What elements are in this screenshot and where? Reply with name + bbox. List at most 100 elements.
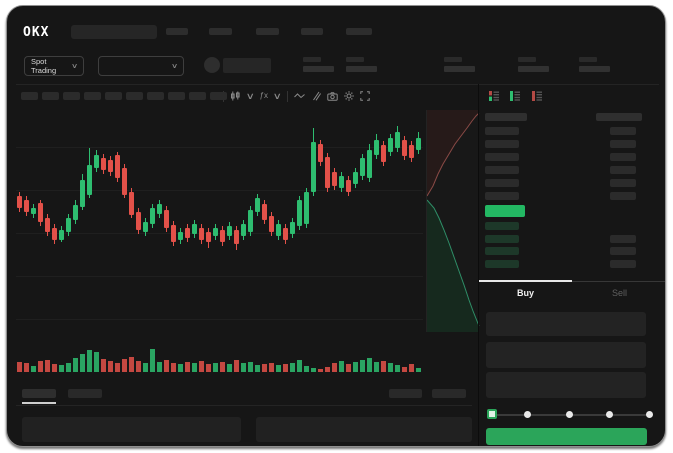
stat-label-skeleton (518, 57, 536, 62)
ticker-stat-skeleton (444, 57, 476, 72)
volume-bar (108, 361, 113, 372)
timeframe-button-skeleton[interactable] (147, 92, 164, 100)
slider-stop-dot[interactable] (606, 411, 613, 418)
slider-stop-dot[interactable] (524, 411, 531, 418)
volume-bar (402, 367, 407, 372)
volume-bar (374, 362, 379, 372)
volume-bar (213, 363, 218, 372)
candle-body (108, 160, 113, 172)
volume-bar (255, 365, 260, 372)
candle-body (171, 225, 176, 242)
timeframe-button-skeleton[interactable] (21, 92, 38, 100)
chevron-down-icon[interactable]: ∨ (272, 91, 282, 101)
candle-body (318, 144, 323, 162)
ask-amount-skeleton (610, 140, 636, 148)
ask-amount-skeleton (610, 153, 636, 161)
stat-label-skeleton (444, 57, 462, 62)
timeframe-button-skeleton[interactable] (189, 92, 206, 100)
ask-price-skeleton[interactable] (485, 192, 519, 200)
chart-gridline (16, 319, 423, 320)
volume-bars (16, 336, 423, 372)
nav-item-skeleton[interactable] (346, 28, 372, 35)
slider-stop-dot[interactable] (566, 411, 573, 418)
timeframe-button-skeleton[interactable] (84, 92, 101, 100)
buy-submit-button[interactable] (486, 428, 647, 445)
volume-bar (395, 365, 400, 372)
nav-item-skeleton[interactable] (209, 28, 232, 35)
nav-item-skeleton[interactable] (301, 28, 323, 35)
slider-stop-dot[interactable] (646, 411, 653, 418)
camera-icon[interactable] (326, 91, 338, 101)
volume-bar (73, 358, 78, 372)
bottom-tab-1[interactable] (22, 389, 56, 398)
tab-sell[interactable]: Sell (611, 288, 627, 298)
stat-value-skeleton (346, 66, 377, 72)
candlestick-chart[interactable] (16, 112, 423, 332)
search-input[interactable] (71, 25, 157, 39)
line-chart-icon[interactable] (293, 92, 305, 100)
candle-body (192, 224, 197, 234)
candle-body (136, 212, 141, 230)
orderbook-view-combined-icon[interactable] (488, 90, 500, 102)
compare-icon[interactable] (311, 91, 321, 101)
candle-body (339, 176, 344, 188)
volume-bar (185, 362, 190, 372)
bid-price-skeleton[interactable] (485, 222, 519, 230)
volume-bar (101, 359, 106, 372)
tab-buy[interactable]: Buy (516, 288, 534, 298)
bid-price-skeleton[interactable] (485, 260, 519, 268)
timeframe-button-skeleton[interactable] (126, 92, 143, 100)
candle-body (87, 165, 92, 195)
slider-handle[interactable] (487, 409, 497, 419)
bottom-panel-button-1[interactable] (389, 389, 422, 398)
volume-bar (178, 364, 183, 372)
timeframe-button-skeleton[interactable] (42, 92, 59, 100)
volume-bar (206, 364, 211, 372)
indicators-icon[interactable]: ƒx (259, 91, 269, 100)
candle-body (374, 140, 379, 155)
bottom-panel-button-2[interactable] (432, 389, 466, 398)
volume-bar (17, 362, 22, 372)
candle-body (101, 158, 106, 170)
fullscreen-icon[interactable] (359, 91, 370, 101)
volume-bar (115, 363, 120, 372)
candle-body (31, 208, 36, 214)
chevron-down-icon[interactable]: ∨ (245, 91, 255, 101)
timeframe-button-skeleton[interactable] (168, 92, 185, 100)
ask-price-skeleton[interactable] (485, 127, 519, 135)
ask-price-skeleton[interactable] (485, 179, 519, 187)
orderbook-view-asks-icon[interactable] (531, 90, 543, 102)
candle-body (150, 208, 155, 224)
volume-bar (360, 360, 365, 372)
timeframe-button-skeleton[interactable] (63, 92, 80, 100)
nav-item-skeleton[interactable] (256, 28, 279, 35)
orderbook-view-bids-icon[interactable] (509, 90, 521, 102)
ask-price-skeleton[interactable] (485, 153, 519, 161)
bid-price-skeleton[interactable] (485, 247, 519, 255)
pair-selector-dropdown[interactable]: ∨ (98, 56, 184, 76)
timeframe-button-skeleton[interactable] (210, 92, 227, 100)
amount-input-skeleton[interactable] (486, 342, 646, 368)
volume-bar (227, 364, 232, 372)
ask-price-skeleton[interactable] (485, 166, 519, 174)
ask-price-skeleton[interactable] (485, 140, 519, 148)
chart-gridline (16, 276, 423, 277)
depth-asks-area (427, 110, 479, 196)
okx-logo[interactable]: OKX (23, 25, 50, 40)
market-type-dropdown[interactable]: Spot Trading ∨ (24, 56, 84, 76)
candle-body (332, 172, 337, 186)
settings-gear-icon[interactable] (343, 91, 354, 101)
volume-bar (262, 364, 267, 372)
timeframe-button-skeleton[interactable] (105, 92, 122, 100)
candle-type-icon[interactable] (230, 91, 241, 101)
bid-price-skeleton[interactable] (485, 235, 519, 243)
price-input-skeleton[interactable] (486, 312, 646, 336)
volume-bar (171, 363, 176, 372)
candle-body (164, 210, 169, 228)
nav-item-skeleton[interactable] (166, 28, 188, 35)
total-input-skeleton[interactable] (486, 372, 646, 398)
bottom-tab-2[interactable] (68, 389, 102, 398)
chart-gridline (16, 190, 423, 191)
candle-body (24, 200, 29, 212)
last-price-badge[interactable] (485, 205, 525, 217)
